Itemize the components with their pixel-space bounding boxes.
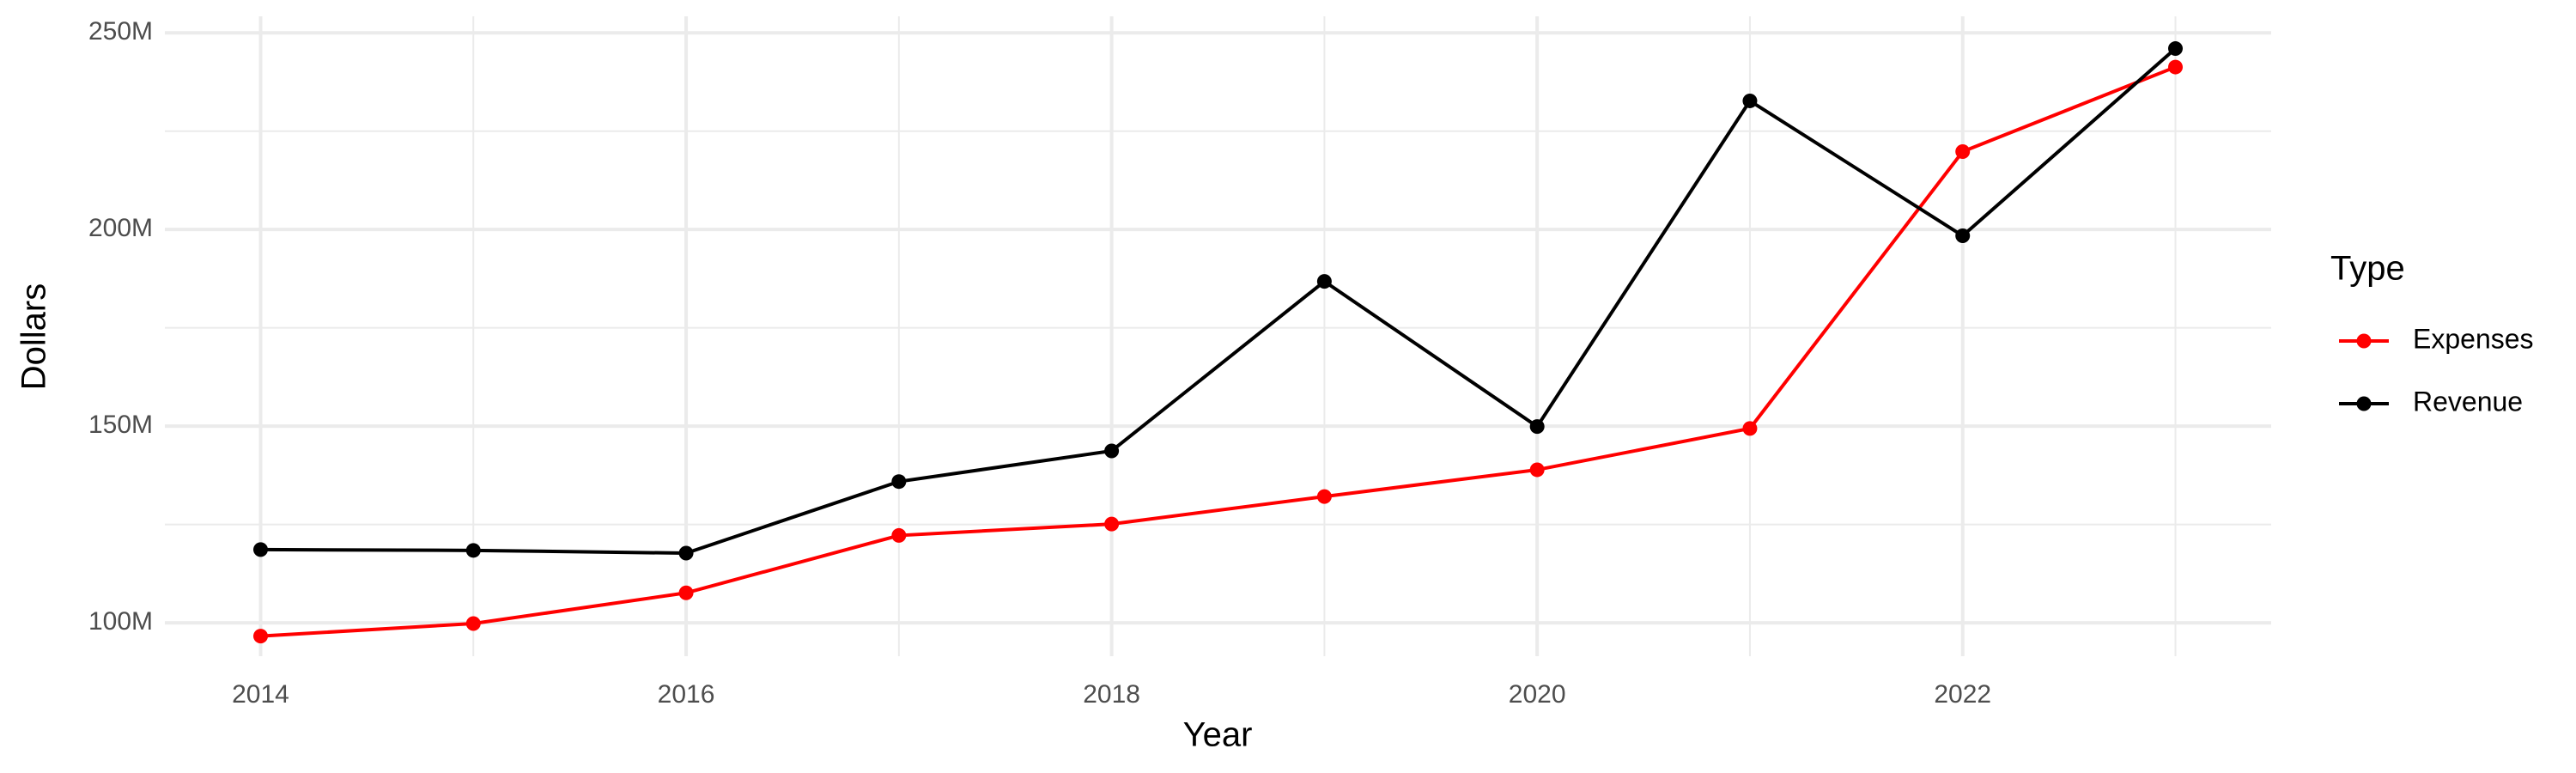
data-point (1955, 228, 1971, 244)
x-tick-label: 2022 (1934, 680, 1991, 709)
data-point (1104, 443, 1120, 459)
data-point (253, 629, 268, 644)
data-point (1529, 462, 1545, 478)
x-tick-label: 2020 (1509, 680, 1566, 709)
grid (165, 16, 2271, 656)
y-tick-label: 100M (88, 607, 153, 636)
data-point (253, 542, 268, 557)
data-point (1529, 419, 1545, 435)
legend-swatch-point (2356, 333, 2372, 349)
series-line (260, 47, 2177, 556)
data-point (465, 616, 481, 631)
legend-label: Revenue (2413, 386, 2523, 417)
y-tick-label: 250M (88, 17, 153, 46)
data-point (1104, 516, 1120, 532)
data-point (1955, 144, 1971, 160)
data-point (1316, 489, 1332, 504)
x-tick-label: 2016 (658, 680, 715, 709)
data-point (678, 545, 694, 561)
data-point (891, 474, 907, 490)
legend-label: Expenses (2413, 323, 2534, 354)
x-tick-label: 2018 (1083, 680, 1140, 709)
series-line (260, 65, 2177, 638)
x-axis-title: Year (1183, 716, 1253, 754)
data-point (2168, 59, 2183, 75)
data-point (2168, 41, 2183, 57)
legend-title: Type (2330, 250, 2405, 288)
data-point (1742, 93, 1758, 108)
y-tick-label: 150M (88, 411, 153, 439)
data-point (1316, 274, 1332, 289)
legend-swatch-point (2356, 396, 2372, 411)
data-point (465, 543, 481, 558)
x-tick-label: 2014 (232, 680, 289, 709)
y-axis-title: Dollars (15, 283, 53, 390)
data-point (891, 527, 907, 543)
data-point (678, 585, 694, 600)
y-tick-label: 200M (88, 214, 153, 242)
data-point (1742, 421, 1758, 436)
